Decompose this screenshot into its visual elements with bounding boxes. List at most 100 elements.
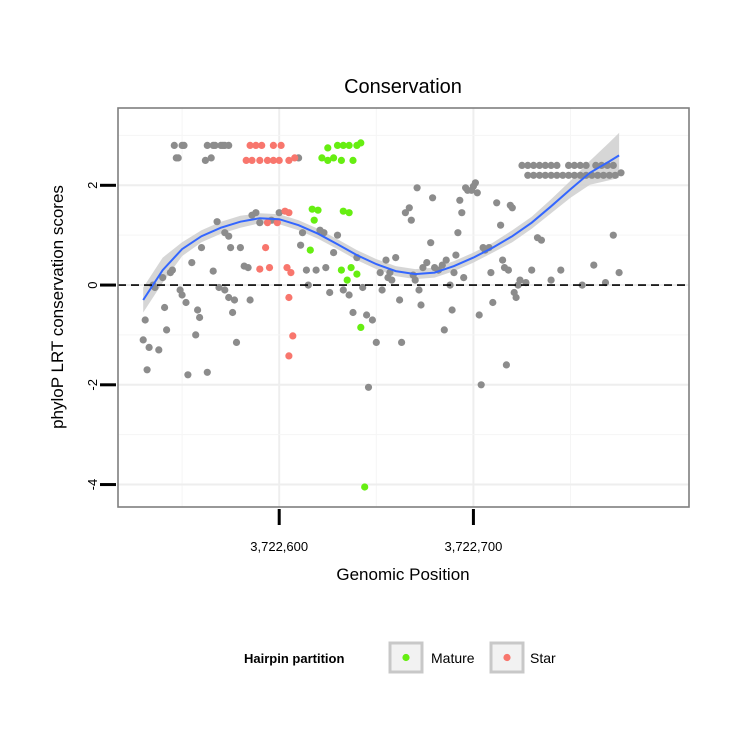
- mature-point: [357, 139, 365, 147]
- other-point: [557, 266, 565, 274]
- chart-title: Conservation: [344, 76, 462, 98]
- legend-swatch-mature: [402, 653, 410, 662]
- y-tick-label: -2: [85, 379, 100, 391]
- other-point: [475, 311, 483, 319]
- star-point: [285, 209, 293, 217]
- star-point: [277, 141, 285, 149]
- other-point: [553, 161, 561, 169]
- other-point: [382, 256, 390, 264]
- mature-point: [349, 156, 357, 164]
- other-point: [398, 338, 406, 346]
- other-point: [407, 216, 415, 224]
- legend-key-star: [489, 641, 525, 674]
- other-point: [225, 293, 233, 302]
- other-point: [578, 281, 586, 289]
- other-point: [582, 161, 590, 169]
- other-point: [209, 267, 217, 275]
- other-point: [184, 371, 192, 379]
- other-point: [541, 171, 549, 179]
- other-point: [440, 326, 448, 334]
- other-point: [450, 269, 458, 277]
- other-point: [471, 179, 479, 187]
- other-point: [230, 296, 239, 304]
- other-point: [236, 244, 244, 252]
- legend-label-star: Star: [530, 650, 556, 666]
- other-point: [516, 276, 524, 284]
- other-point: [364, 383, 373, 391]
- other-point: [518, 161, 526, 169]
- star-point: [291, 154, 299, 162]
- other-point: [207, 154, 215, 162]
- star-point: [256, 265, 264, 273]
- star-point: [242, 156, 250, 164]
- other-point: [528, 266, 536, 274]
- y-tick-label: 2: [85, 182, 100, 189]
- mature-point: [314, 206, 322, 214]
- other-point: [547, 276, 555, 284]
- other-point: [225, 232, 233, 240]
- other-point: [246, 296, 254, 304]
- other-point: [565, 171, 573, 179]
- other-point: [609, 231, 617, 239]
- other-point: [215, 283, 223, 292]
- other-point: [615, 269, 623, 277]
- other-point: [159, 274, 167, 282]
- other-point: [576, 161, 584, 169]
- other-point: [396, 296, 404, 304]
- other-point: [196, 313, 204, 322]
- mature-point: [347, 264, 355, 272]
- other-point: [188, 259, 196, 267]
- other-point: [576, 171, 584, 179]
- star-point: [285, 293, 293, 302]
- mature-point: [324, 144, 332, 152]
- other-point: [460, 274, 468, 282]
- other-point: [392, 254, 400, 262]
- star-point: [256, 156, 264, 164]
- other-point: [487, 269, 495, 277]
- other-point: [411, 276, 419, 284]
- other-point: [225, 141, 233, 149]
- mature-point: [330, 154, 338, 162]
- mature-point: [345, 141, 353, 149]
- other-point: [452, 251, 460, 259]
- other-point: [605, 171, 614, 179]
- other-point: [419, 264, 427, 272]
- other-point: [594, 171, 602, 179]
- other-point: [203, 141, 211, 149]
- mature-point: [361, 483, 369, 491]
- star-point: [289, 332, 297, 340]
- y-axis-label: phyloP LRT conservation scores: [48, 185, 67, 429]
- other-point: [330, 249, 338, 257]
- other-point: [388, 276, 396, 284]
- other-point: [458, 209, 466, 217]
- other-point: [454, 229, 462, 237]
- star-point: [263, 156, 272, 164]
- other-point: [413, 184, 421, 192]
- other-point: [497, 221, 505, 229]
- plot-border: [117, 107, 690, 508]
- other-point: [275, 209, 283, 217]
- other-point: [232, 338, 241, 346]
- other-point: [537, 236, 546, 244]
- other-point: [143, 366, 151, 374]
- other-point: [559, 171, 567, 179]
- y-tick-label: -4: [85, 479, 100, 491]
- other-point: [178, 291, 186, 299]
- other-point: [570, 161, 579, 169]
- other-point: [617, 169, 625, 177]
- other-point: [256, 219, 264, 227]
- mature-point: [357, 323, 365, 331]
- other-point: [197, 244, 206, 252]
- other-point: [163, 326, 171, 334]
- other-point: [565, 161, 573, 169]
- other-point: [448, 306, 456, 314]
- other-point: [372, 338, 380, 346]
- other-point: [512, 293, 520, 302]
- other-point: [535, 161, 544, 169]
- other-point: [570, 171, 579, 179]
- other-point: [477, 381, 485, 389]
- mature-point: [308, 205, 316, 213]
- other-point: [524, 161, 532, 169]
- other-point: [345, 291, 353, 299]
